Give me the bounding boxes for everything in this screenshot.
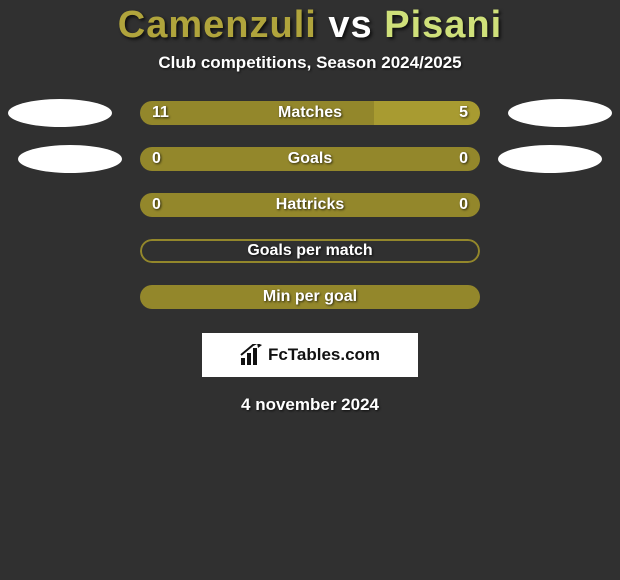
- stat-value-left: 11: [152, 104, 169, 122]
- stat-label: Matches: [278, 104, 342, 122]
- stat-label: Goals: [288, 150, 332, 168]
- stat-row: Min per goal: [0, 285, 620, 309]
- player1-marker: [18, 145, 122, 173]
- content-container: Camenzuli vs Pisani Club competitions, S…: [0, 0, 620, 580]
- stats-rows: 11 5 Matches 0 0 Goals 0 0 Hattricks Goals per ma…: [0, 101, 620, 309]
- stat-row: 0 0 Goals: [0, 147, 620, 171]
- brand-text: FcTables.com: [268, 345, 380, 365]
- title-player1: Camenzuli: [118, 4, 317, 46]
- stat-label: Goals per match: [247, 242, 372, 260]
- title-player2: Pisani: [384, 4, 502, 46]
- stat-value-left: 0: [152, 196, 161, 214]
- player2-marker: [498, 145, 602, 173]
- player2-marker: [508, 99, 612, 127]
- stat-row: Goals per match: [0, 239, 620, 263]
- player1-marker: [8, 99, 112, 127]
- date: 4 november 2024: [241, 395, 379, 415]
- stat-bar: Goals per match: [140, 239, 480, 263]
- brand-box[interactable]: FcTables.com: [202, 333, 418, 377]
- stat-row: 0 0 Hattricks: [0, 193, 620, 217]
- stat-label: Hattricks: [276, 196, 344, 214]
- stat-bar: 11 5 Matches: [140, 101, 480, 125]
- stat-bar: Min per goal: [140, 285, 480, 309]
- bar-chart-icon: [240, 344, 264, 366]
- title-vs: vs: [328, 4, 372, 46]
- page-title: Camenzuli vs Pisani: [118, 4, 502, 47]
- subtitle: Club competitions, Season 2024/2025: [158, 53, 461, 73]
- stat-label: Min per goal: [263, 288, 357, 306]
- stat-bar: 0 0 Goals: [140, 147, 480, 171]
- stat-value-right: 5: [459, 104, 468, 122]
- stat-value-right: 0: [459, 196, 468, 214]
- stat-value-right: 0: [459, 150, 468, 168]
- stat-row: 11 5 Matches: [0, 101, 620, 125]
- stat-value-left: 0: [152, 150, 161, 168]
- stat-bar: 0 0 Hattricks: [140, 193, 480, 217]
